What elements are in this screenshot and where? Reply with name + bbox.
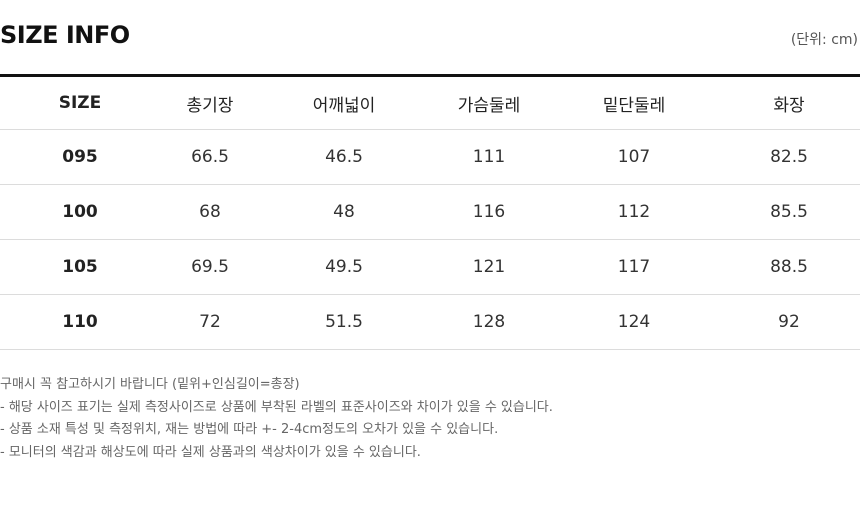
table-row: 105 69.5 49.5 121 117 88.5	[0, 239, 860, 295]
chest-cell: 111	[428, 129, 550, 185]
page-title: SIZE INFO	[0, 21, 130, 49]
sleeve-cell: 92	[718, 294, 860, 350]
size-cell: 110	[0, 294, 160, 350]
column-header-chest: 가슴둘레	[428, 75, 550, 130]
hem-cell: 107	[550, 129, 718, 185]
column-header-sleeve: 화장	[718, 75, 860, 130]
table-header-row: SIZE 총기장 어깨넓이 가슴둘레 밑단둘레 화장	[0, 75, 860, 130]
column-header-hem: 밑단둘레	[550, 75, 718, 130]
size-notes: 구매시 꼭 참고하시기 바랍니다 (밑위+인심길이=총장) - 해당 사이즈 표…	[0, 374, 860, 464]
size-cell: 105	[0, 239, 160, 295]
chest-cell: 116	[428, 184, 550, 240]
column-header-total-length: 총기장	[160, 75, 260, 130]
shoulder-width-cell: 51.5	[260, 294, 428, 350]
size-info-header: SIZE INFO (단위: cm)	[0, 0, 860, 74]
chest-cell: 121	[428, 239, 550, 295]
hem-cell: 124	[550, 294, 718, 350]
unit-label: (단위: cm)	[790, 32, 858, 48]
hem-cell: 117	[550, 239, 718, 295]
sleeve-cell: 85.5	[718, 184, 860, 240]
total-length-cell: 72	[160, 294, 260, 350]
note-item: 구매시 꼭 참고하시기 바랍니다 (밑위+인심길이=총장)	[0, 377, 300, 392]
shoulder-width-cell: 49.5	[260, 239, 428, 295]
total-length-cell: 68	[160, 184, 260, 240]
chest-cell: 128	[428, 294, 550, 350]
sleeve-cell: 88.5	[718, 239, 860, 295]
column-header-size: SIZE	[0, 75, 160, 130]
shoulder-width-cell: 48	[260, 184, 428, 240]
column-header-shoulder-width: 어깨넓이	[260, 75, 428, 130]
sleeve-cell: 82.5	[718, 129, 860, 185]
size-cell: 100	[0, 184, 160, 240]
shoulder-width-cell: 46.5	[260, 129, 428, 185]
size-table: SIZE 총기장 어깨넓이 가슴둘레 밑단둘레 화장 095 66.5 46.5…	[0, 74, 860, 350]
table-row: 095 66.5 46.5 111 107 82.5	[0, 129, 860, 185]
table-row: 110 72 51.5 128 124 92	[0, 294, 860, 350]
hem-cell: 112	[550, 184, 718, 240]
table-row: 100 68 48 116 112 85.5	[0, 184, 860, 240]
note-item: - 해당 사이즈 표기는 실제 측정사이즈로 상품에 부착된 라벨의 표준사이즈…	[0, 399, 553, 415]
total-length-cell: 69.5	[160, 239, 260, 295]
note-item: - 상품 소재 특성 및 측정위치, 재는 방법에 따라 +- 2-4cm정도의…	[0, 422, 499, 437]
note-item: - 모니터의 색감과 해상도에 따라 실제 상품과의 색상차이가 있을 수 있습…	[0, 444, 421, 460]
size-cell: 095	[0, 129, 160, 185]
total-length-cell: 66.5	[160, 129, 260, 185]
